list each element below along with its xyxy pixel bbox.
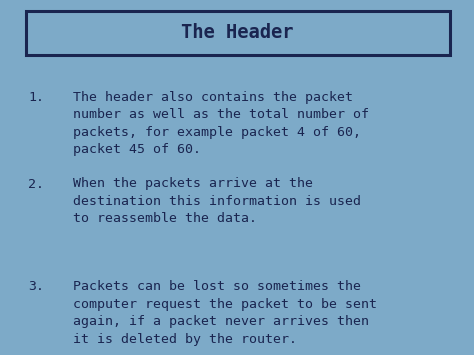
Text: The Header: The Header <box>181 23 293 42</box>
FancyBboxPatch shape <box>26 11 450 55</box>
Text: 3.: 3. <box>28 280 45 294</box>
Text: When the packets arrive at the
destination this information is used
to reassembl: When the packets arrive at the destinati… <box>73 178 362 225</box>
Text: Packets can be lost so sometimes the
computer request the packet to be sent
agai: Packets can be lost so sometimes the com… <box>73 280 377 346</box>
Text: 1.: 1. <box>28 91 45 104</box>
Text: 2.: 2. <box>28 178 45 191</box>
Text: The header also contains the packet
number as well as the total number of
packet: The header also contains the packet numb… <box>73 91 369 156</box>
